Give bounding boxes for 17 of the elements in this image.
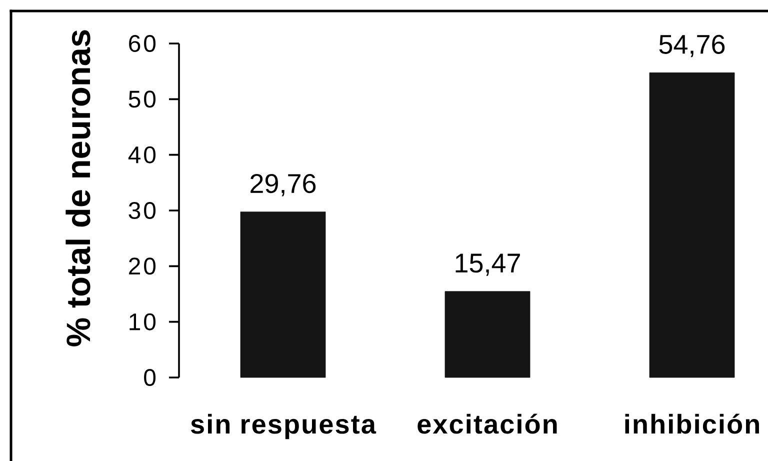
bar bbox=[240, 212, 326, 378]
y-tick-label: 10 bbox=[130, 313, 156, 330]
x-tick-label: sin respuesta bbox=[190, 414, 376, 440]
data-label: 15,47 bbox=[456, 254, 520, 276]
bar bbox=[444, 291, 530, 378]
y-tick-label: 50 bbox=[128, 90, 156, 108]
y-tick-label: 0 bbox=[144, 369, 156, 386]
x-tick-label: excitación bbox=[418, 414, 557, 434]
data-label: 54,76 bbox=[659, 34, 725, 58]
y-tick-label: 40 bbox=[128, 146, 156, 164]
y-axis-title: % total de neuronas bbox=[66, 30, 90, 346]
y-tick-label: 30 bbox=[128, 202, 156, 219]
y-tick-label: 60 bbox=[129, 35, 156, 52]
x-tick-label: inhibición bbox=[625, 414, 759, 434]
bar bbox=[649, 72, 735, 378]
y-tick-label: 20 bbox=[129, 258, 156, 275]
data-label: 29,76 bbox=[250, 174, 316, 196]
